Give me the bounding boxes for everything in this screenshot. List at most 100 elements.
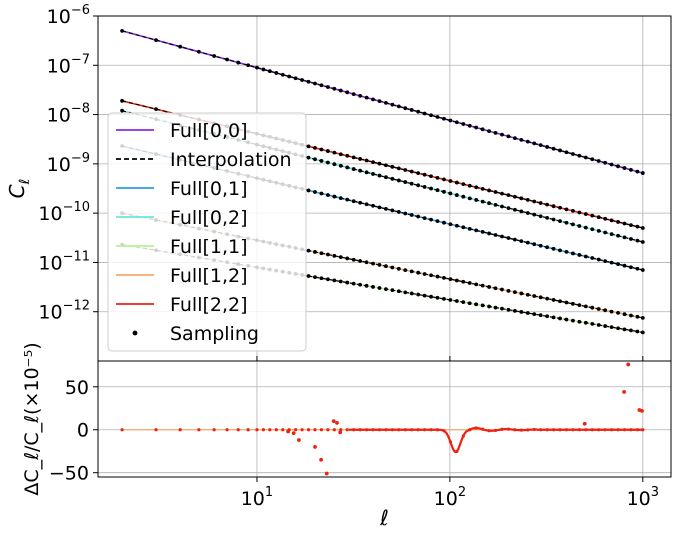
sampling-point <box>409 291 414 296</box>
sampling-point <box>120 98 124 103</box>
sampling-point <box>384 163 388 168</box>
sampling-point <box>338 279 343 284</box>
sampling-point <box>461 194 466 199</box>
sampling-point <box>448 191 453 196</box>
sampling-point <box>416 214 421 219</box>
legend-label: Interpolation <box>170 149 292 171</box>
sampling-point <box>551 298 556 302</box>
sampling-point <box>384 264 388 269</box>
sampling-point <box>506 193 511 198</box>
sampling-point <box>319 83 324 88</box>
sampling-point <box>622 327 627 332</box>
top-y-tick-label: 10−10 <box>38 200 90 225</box>
sampling-point <box>506 288 511 293</box>
residual-point <box>429 428 433 432</box>
sampling-point <box>396 210 401 214</box>
sampling-point <box>571 222 575 227</box>
sampling-point <box>246 63 251 68</box>
sampling-point <box>635 169 640 174</box>
residual-point <box>154 428 158 432</box>
residual-point <box>403 428 407 432</box>
sampling-point <box>358 93 363 98</box>
sampling-point <box>384 175 388 180</box>
sampling-point <box>338 152 343 157</box>
sampling-point <box>493 130 498 135</box>
sampling-point <box>519 291 524 296</box>
sampling-point <box>500 287 504 292</box>
sampling-point <box>596 323 601 327</box>
sampling-point <box>261 67 266 72</box>
sampling-point <box>551 146 556 151</box>
sampling-point <box>120 108 124 113</box>
residual-outlier <box>626 362 631 367</box>
residual-point <box>500 427 504 431</box>
sampling-point <box>319 276 324 281</box>
residual-point <box>474 426 478 430</box>
top-y-tick-label: 10−6 <box>47 3 90 28</box>
sampling-point <box>325 277 330 282</box>
sampling-point <box>416 270 421 275</box>
sampling-point <box>571 251 575 256</box>
sampling-point <box>622 235 627 240</box>
sampling-point <box>487 129 491 133</box>
residual-point <box>416 428 420 432</box>
bottom-x-tick-labels: 101 102 103 <box>241 485 659 510</box>
sampling-point <box>396 266 401 271</box>
residual-point <box>352 428 356 432</box>
sampling-point <box>351 167 356 171</box>
sampling-point <box>364 260 369 265</box>
sampling-point <box>532 312 537 317</box>
sampling-point <box>390 102 395 107</box>
sampling-point <box>564 207 569 212</box>
sampling-point <box>236 60 241 65</box>
residual-point <box>246 428 250 432</box>
residual-outlier <box>331 419 336 424</box>
sampling-point <box>467 196 472 201</box>
sampling-point <box>577 253 582 257</box>
sampling-point <box>596 215 601 220</box>
sampling-point <box>396 178 401 183</box>
residual-outlier <box>582 421 587 426</box>
sampling-point <box>467 123 472 128</box>
sampling-point <box>435 219 440 224</box>
sampling-point <box>332 194 337 199</box>
residual-point <box>641 428 645 432</box>
sampling-point <box>551 315 556 320</box>
sampling-point <box>306 155 311 160</box>
sampling-point <box>609 325 614 330</box>
sampling-point <box>403 180 408 184</box>
sampling-point <box>325 85 330 89</box>
sampling-point <box>519 239 524 244</box>
legend-label: Full[0,1] <box>170 178 248 200</box>
sampling-point <box>616 326 620 331</box>
sampling-point <box>629 313 633 318</box>
sampling-point <box>422 185 427 189</box>
sampling-point <box>622 263 627 268</box>
residual-point <box>274 428 278 432</box>
residual-point <box>603 428 607 432</box>
sampling-point <box>267 69 272 74</box>
sampling-point <box>461 225 466 230</box>
residual-point <box>455 449 459 454</box>
sampling-point <box>377 161 382 166</box>
sampling-point <box>364 202 369 207</box>
sampling-point <box>300 78 304 82</box>
sampling-point <box>319 147 324 152</box>
sampling-point <box>448 222 453 227</box>
sampling-point <box>545 314 550 319</box>
sampling-point <box>506 307 511 312</box>
sampling-point <box>377 99 382 104</box>
sampling-point <box>396 104 401 109</box>
sampling-point <box>564 220 569 225</box>
sampling-point <box>332 150 337 155</box>
sampling-point <box>640 268 645 272</box>
sampling-point <box>512 194 517 199</box>
residual-point <box>622 428 627 432</box>
sampling-point <box>596 257 601 262</box>
sampling-point <box>345 90 350 95</box>
sampling-point <box>538 143 543 148</box>
sampling-point <box>583 304 588 309</box>
sampling-point <box>416 109 421 114</box>
residual-point <box>300 428 304 432</box>
